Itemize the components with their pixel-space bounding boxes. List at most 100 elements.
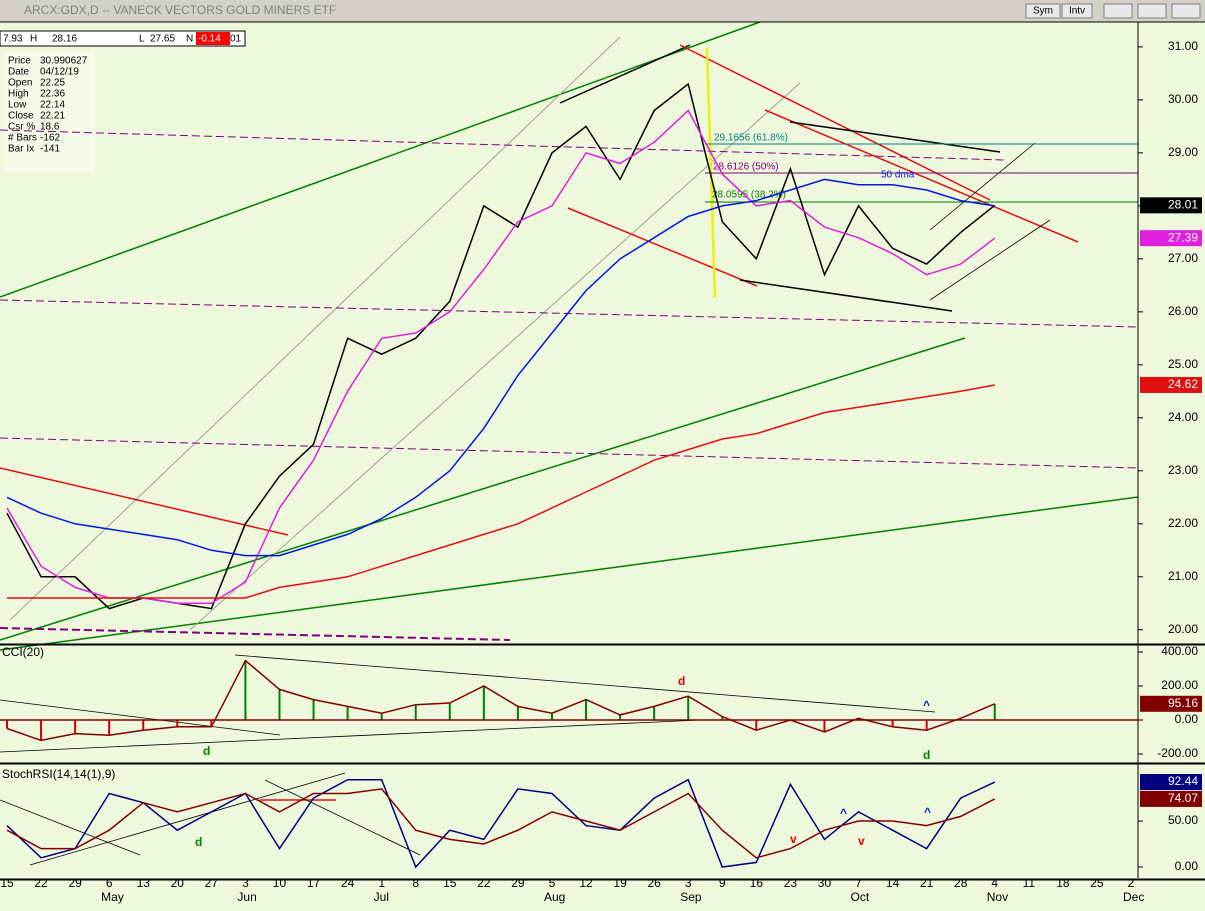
histogram-bar (585, 699, 588, 720)
x-tick-label: 8 (412, 876, 419, 890)
fib-label: 28.0595 (38.2%) (712, 190, 786, 201)
intv-label[interactable]: Intv (1069, 6, 1085, 17)
sym-label[interactable]: Sym (1033, 6, 1053, 17)
x-tick-label: 10 (273, 876, 287, 890)
histogram-bar (414, 704, 417, 720)
series-line (6, 659, 996, 742)
fib-label: 28.6126 (50%) (713, 162, 779, 173)
month-label: May (101, 890, 124, 904)
signal-marker: v (858, 834, 865, 848)
x-tick-label: 18 (1056, 876, 1070, 890)
histogram-bar (176, 719, 179, 727)
series-line (6, 788, 996, 859)
info-key: Csr % (8, 122, 35, 133)
info-key: Close (8, 111, 34, 122)
info-value: 22.14 (40, 100, 65, 111)
histogram-bar (244, 660, 247, 720)
info-value: 22.36 (40, 89, 65, 100)
info-key: Price (8, 56, 31, 67)
y-tick-label: 31.00 (1168, 39, 1198, 53)
x-tick-label: 28 (954, 876, 968, 890)
info-value: 04/12/19 (40, 67, 79, 78)
histogram-bar (40, 719, 43, 741)
series-line (6, 82, 996, 610)
x-tick-label: 29 (68, 876, 82, 890)
quote-bar (0, 30, 246, 47)
quote-text: H (30, 34, 37, 45)
histogram-bar (755, 719, 758, 731)
x-tick-label: 3 (685, 876, 692, 890)
last-value-box (1140, 376, 1202, 393)
quote-text: -0.14 (198, 34, 221, 45)
minimize-button[interactable] (1103, 3, 1133, 19)
histogram-bar (721, 716, 724, 720)
histogram-bar (380, 713, 383, 720)
info-value: 18.6 (40, 122, 60, 133)
info-box: Price 30.990627 Date 04/12/19 Open 22.25 High 2… (4, 52, 94, 172)
x-tick-label: 9 (719, 876, 726, 890)
histogram-bar (210, 719, 213, 727)
histogram-bar (142, 719, 145, 731)
histogram-bar (857, 718, 860, 720)
signal-marker: d (678, 674, 685, 688)
histogram-bar (925, 719, 928, 731)
last-value-box (1140, 695, 1202, 712)
close-button[interactable] (1171, 3, 1201, 19)
info-value: -162 (40, 133, 60, 144)
ma-label: 50 dma (881, 170, 915, 181)
x-tick-label: 19 (613, 876, 627, 890)
x-tick-label: 7 (855, 876, 862, 890)
y-tick-label: 27.00 (1168, 251, 1198, 265)
series-line (6, 778, 996, 869)
intv-button[interactable] (1061, 3, 1093, 19)
x-tick-label: 12 (579, 876, 593, 890)
x-tick-label: 27 (205, 876, 219, 890)
x-tick-label: 22 (477, 876, 491, 890)
last-value-box (1140, 197, 1202, 214)
info-background (4, 52, 94, 172)
x-tick-label: 13 (137, 876, 151, 890)
histogram-bar (550, 713, 553, 720)
x-tick-label: 5 (549, 876, 556, 890)
signal-marker: d (923, 748, 930, 762)
signal-marker: v (790, 832, 797, 846)
last-value-label: 28.01 (1168, 198, 1198, 212)
histogram-bar (993, 703, 996, 720)
month-label: Jul (374, 890, 389, 904)
y-tick-label: 24.00 (1168, 410, 1198, 424)
quote-text: 01 (230, 34, 242, 45)
histogram-bar (278, 689, 281, 720)
sym-button[interactable] (1025, 3, 1061, 19)
series-line (6, 178, 995, 557)
histogram-bar (891, 719, 894, 727)
signal-marker: ^ (923, 698, 930, 712)
last-value-box (1140, 790, 1202, 807)
histogram-bar (823, 719, 826, 732)
histogram-bar (108, 719, 111, 736)
quote-highlight (196, 32, 230, 45)
month-label: Jun (237, 890, 256, 904)
x-tick-label: 3 (242, 876, 249, 890)
maximize-button[interactable] (1137, 3, 1167, 19)
y-tick-label: 400.00 (1161, 644, 1198, 658)
y-tick-label: 25.00 (1168, 357, 1198, 371)
x-tick-label: 21 (920, 876, 934, 890)
last-value-label: 27.39 (1168, 230, 1198, 244)
y-tick-label: 21.00 (1168, 569, 1198, 583)
signal-marker: ^ (840, 806, 847, 820)
last-value-label: 95.16 (1168, 696, 1198, 710)
quote-text: L (139, 34, 145, 45)
month-label: Dec (1123, 890, 1144, 904)
x-tick-label: 14 (886, 876, 900, 890)
panel-title: CCI(20) (2, 645, 44, 659)
x-tick-label: 15 (0, 876, 14, 890)
info-key: Low (8, 100, 27, 111)
title-bar (0, 0, 1205, 22)
month-label: Sep (680, 890, 702, 904)
y-tick-label: 0.00 (1175, 712, 1199, 726)
y-tick-label: 200.00 (1161, 678, 1198, 692)
info-value: -141 (40, 144, 60, 155)
histogram-bar (482, 685, 485, 720)
histogram-bar (448, 702, 451, 720)
info-key: # Bars (8, 133, 37, 144)
